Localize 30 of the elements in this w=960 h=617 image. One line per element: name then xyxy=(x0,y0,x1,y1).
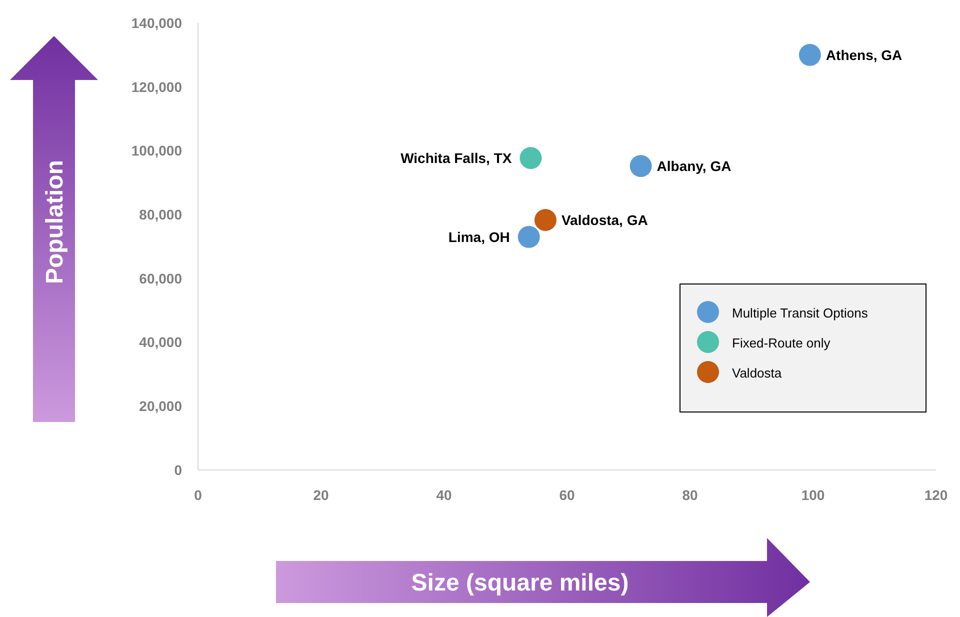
y-tick-label: 20,000 xyxy=(139,398,182,414)
point xyxy=(534,209,556,231)
x-tick-label: 20 xyxy=(313,487,329,503)
y-tick-label: 0 xyxy=(174,462,182,478)
legend-label: Fixed-Route only xyxy=(732,335,831,350)
point xyxy=(520,147,542,170)
y-tick-label: 100,000 xyxy=(131,142,182,159)
point xyxy=(518,226,540,248)
y-tick-label: 140,000 xyxy=(131,14,182,31)
legend-label: Valdosta xyxy=(732,365,782,380)
annotation: Valdosta, GA xyxy=(561,212,648,228)
x-tick-label: 100 xyxy=(801,487,825,503)
point xyxy=(630,155,652,178)
y-axis-title: Population xyxy=(41,160,68,284)
y-tick-label: 80,000 xyxy=(139,206,182,222)
x-tick-label: 80 xyxy=(682,487,698,503)
y-tick-label: 60,000 xyxy=(139,270,182,286)
annotation: Wichita Falls, TX xyxy=(400,150,512,166)
annotation: Athens, GA xyxy=(826,46,902,63)
annotation: Lima, OH xyxy=(448,228,510,245)
x-axis-title: Size (square miles) xyxy=(411,569,629,596)
y-tick-label: 120,000 xyxy=(131,78,182,95)
x-tick-label: 40 xyxy=(436,487,452,503)
legend-label: Multiple Transit Options xyxy=(732,305,868,320)
x-tick-label: 0 xyxy=(194,487,202,503)
y-tick-label: 40,000 xyxy=(139,334,182,350)
point xyxy=(798,44,821,66)
x-tick-label: 120 xyxy=(924,487,948,503)
x-tick-label: 60 xyxy=(559,487,575,503)
annotation: Albany, GA xyxy=(656,158,732,174)
